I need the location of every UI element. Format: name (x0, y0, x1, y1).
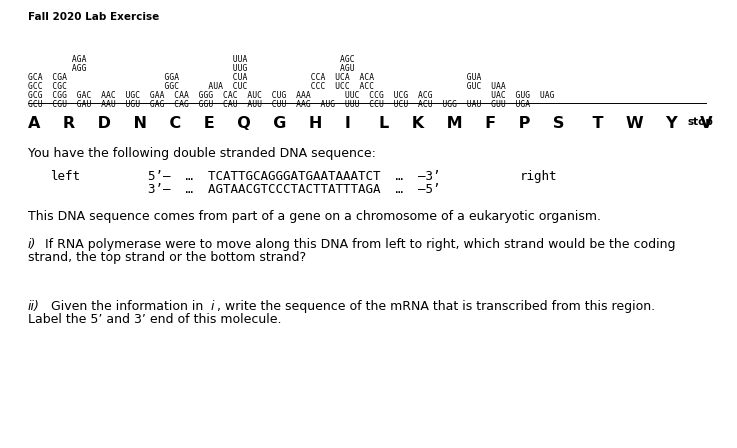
Text: GCU  CGU  GAU  AAU  UGU  GAG  CAG  GGU  CAU  AUU  CUU  AAG  AUG  UUU  CCU  UCU  : GCU CGU GAU AAU UGU GAG CAG GGU CAU AUU … (28, 100, 530, 109)
Text: A    R    D    N    C    E    Q    G    H    I     L    K    M    F    P    S   : A R D N C E Q G H I L K M F P S (28, 116, 713, 131)
Text: If RNA polymerase were to move along this DNA from left to right, which strand w: If RNA polymerase were to move along thi… (41, 238, 676, 251)
Text: GCG  CGG  GAC  AAC  UGC  GAA  CAA  GGG  CAC  AUC  CUG  AAA       UUC  CCG  UCG  : GCG CGG GAC AAC UGC GAA CAA GGG CAC AUC … (28, 91, 554, 100)
Text: i: i (211, 300, 214, 313)
Text: 3’–  …  AGTAACGTCCCTACTTATTTAGA  …  –5’: 3’– … AGTAACGTCCCTACTTATTTAGA … –5’ (148, 183, 441, 196)
Text: stop: stop (688, 117, 714, 127)
Text: strand, the top strand or the bottom strand?: strand, the top strand or the bottom str… (28, 251, 306, 264)
Text: This DNA sequence comes from part of a gene on a chromosome of a eukaryotic orga: This DNA sequence comes from part of a g… (28, 210, 601, 223)
Text: Fall 2020 Lab Exercise: Fall 2020 Lab Exercise (28, 12, 159, 22)
Text: Given the information in: Given the information in (47, 300, 207, 313)
Text: Label the 5’ and 3’ end of this molecule.: Label the 5’ and 3’ end of this molecule… (28, 313, 282, 326)
Text: , write the sequence of the mRNA that is transcribed from this region.: , write the sequence of the mRNA that is… (217, 300, 655, 313)
Text: You have the following double stranded DNA sequence:: You have the following double stranded D… (28, 147, 376, 160)
Text: AGA                              UUA                   AGC: AGA UUA AGC (28, 55, 354, 64)
Text: i): i) (28, 238, 36, 251)
Text: GCA  CGA                    GGA           CUA             CCA  UCA  ACA         : GCA CGA GGA CUA CCA UCA ACA (28, 73, 481, 82)
Text: 5’–  …  TCATTGCAGGGATGAATAAATCT  …  –3’: 5’– … TCATTGCAGGGATGAATAAATCT … –3’ (148, 170, 441, 183)
Text: GCC  CGC                    GGC      AUA  CUC             CCC  UCC  ACC         : GCC CGC GGC AUA CUC CCC UCC ACC (28, 82, 506, 91)
Text: left: left (50, 170, 80, 183)
Text: AGG                              UUG                   AGU: AGG UUG AGU (28, 64, 354, 73)
Text: right: right (520, 170, 557, 183)
Text: ii): ii) (28, 300, 40, 313)
